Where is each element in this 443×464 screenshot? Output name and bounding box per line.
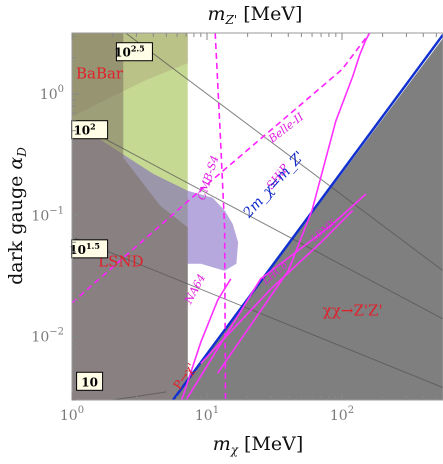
contour-10-2-5 bbox=[125, 33, 443, 272]
contour-label-10: 10 bbox=[76, 371, 104, 391]
plot-frame bbox=[71, 32, 443, 401]
regions bbox=[72, 33, 443, 400]
contour-label-text: 10 bbox=[81, 375, 98, 389]
line-ship bbox=[217, 33, 371, 374]
contour-label-101-5: 101.5 bbox=[69, 239, 109, 259]
label-lsnd: LSND bbox=[98, 252, 143, 270]
top-axis-title: mZ' [MeV] bbox=[208, 3, 303, 27]
line-lhcb bbox=[200, 209, 354, 365]
line-2m-m-z bbox=[171, 33, 443, 400]
line-na64 bbox=[180, 278, 232, 400]
x-tick-label: 101 bbox=[195, 405, 219, 424]
y-axis-title: dark gauge αD bbox=[5, 147, 29, 285]
y-tick-label: 10−2 bbox=[31, 327, 64, 346]
label-z-z: χχ→Z'Z' bbox=[323, 301, 383, 319]
contour-10-2 bbox=[74, 122, 443, 320]
x-tick-label: 100 bbox=[60, 405, 84, 424]
y-tick-label: 100 bbox=[40, 84, 64, 103]
region-excluded-lower-right bbox=[173, 38, 443, 400]
y-tick-label: 10−1 bbox=[31, 205, 64, 224]
contour-label-box bbox=[76, 371, 104, 391]
contour-10 bbox=[112, 391, 167, 400]
contour-label-text: 102 bbox=[73, 122, 95, 138]
contour-label-102: 102 bbox=[71, 120, 109, 140]
x-tick-label: 102 bbox=[330, 405, 354, 424]
label-babar: BaBar bbox=[76, 64, 124, 82]
line-cmb-s4 bbox=[214, 33, 227, 400]
contour-label-102-5: 102.5 bbox=[114, 42, 153, 62]
x-axis-title: mχ [MeV] bbox=[213, 433, 304, 457]
contour-label-box bbox=[115, 42, 153, 62]
bound-lines bbox=[72, 33, 443, 400]
